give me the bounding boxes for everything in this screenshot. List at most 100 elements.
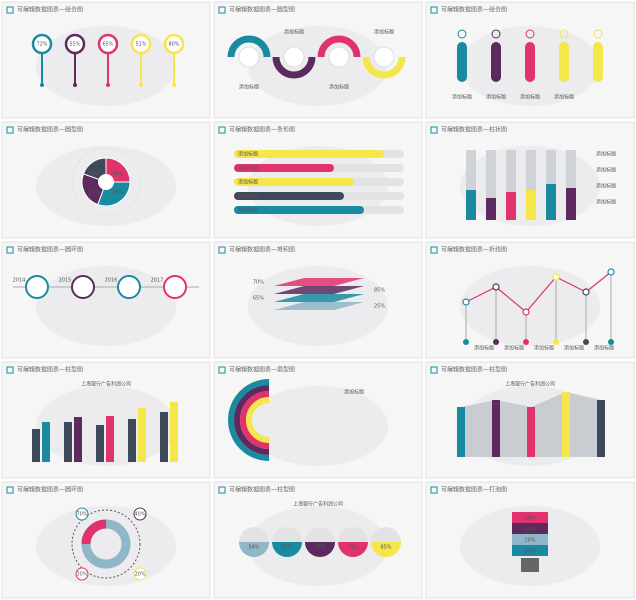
map-shape [36,266,176,346]
cap-icon [491,29,501,39]
layer [274,278,364,286]
half-ring [246,397,270,443]
slide-title: 可编辑数据图表—打泡图 [441,486,507,494]
bar-bg [526,150,536,220]
layer [274,294,364,302]
label: 添加标题 [596,183,616,190]
bulb-band [512,545,548,556]
label: 30% [76,572,87,578]
donut-seg [81,519,107,545]
base-dot [583,339,589,345]
bar [106,416,114,462]
layer [274,286,364,294]
bar [566,188,576,220]
label: 25% [374,304,385,310]
badge [75,507,89,521]
slide: 可编辑数据图表—圆环图 70% 40% 30% 20% [1,481,211,599]
label: 添加标题 [594,345,614,352]
title-icon [218,126,226,134]
bubble-fill [239,542,269,557]
slide-title: 可编辑数据图表—折线图 [441,246,507,254]
pie-hole [98,174,114,190]
label: 72% [36,42,47,48]
label: 30% [524,516,535,522]
label: 添加标题 [238,193,258,200]
badge [133,507,147,521]
slide-title: 可编辑数据图表—组合图 [17,6,83,14]
cap-icon [593,29,603,39]
slide-title: 可编辑数据图表—堆积图 [229,246,295,254]
label: 添加标题 [238,179,258,186]
label: 85% [380,545,391,551]
label: 添加标题 [329,84,349,91]
arc [362,56,406,79]
bubble-fill [338,542,368,557]
label: 添加标题 [374,29,394,36]
label: 添加标题 [452,94,472,101]
point [522,308,530,316]
bar [160,412,168,462]
label: 2015 [59,278,72,284]
label: 20% [524,527,535,533]
label: 添加标题 [344,389,364,396]
badge [133,567,147,581]
bar [234,206,364,214]
base-dot [463,339,469,345]
label: 20% [524,538,535,544]
label: 25% [88,190,99,196]
label: 2016 [105,278,118,284]
bar [486,198,496,220]
title-icon [430,6,438,14]
capsule [559,42,569,82]
title-icon [430,366,438,374]
label: 添加标题 [596,151,616,158]
capsule [593,42,603,82]
bulb-band [512,523,548,534]
pin-dot [73,83,77,87]
title-icon [218,486,226,494]
bar [234,192,344,200]
label: 70% [76,512,87,518]
bar [170,402,178,462]
label: 20% [134,572,145,578]
capsule [491,42,501,82]
label: 70% [253,280,264,286]
slide-title: 可编辑数据图表—柱状图 [441,126,507,134]
title-icon [6,366,14,374]
label: 65% [253,296,264,302]
label: 40% [112,172,123,178]
title-icon [6,126,14,134]
title-icon [430,486,438,494]
title-icon [6,246,14,254]
slide: 可编辑数据图表—圆环图 2014 2015 2016 2017 [1,241,211,359]
bar [527,407,535,457]
label: 添加标题 [520,94,540,101]
badge [75,567,89,581]
bar [457,407,465,457]
label: 30% [524,549,535,555]
half-ring [228,379,270,461]
slide-title: 可编辑数据图表—圆环图 [17,486,83,494]
base-dot [493,339,499,345]
slide: 可编辑数据图表—打泡图 30% 20% 20% 30% [425,481,635,599]
label: 85% [374,288,385,294]
slide: 可编辑数据图表—堆积图 70% 85% 65% 25% [213,241,423,359]
title-icon [218,246,226,254]
slide-subtitle: 上海银行广告利润公司 [293,501,343,508]
bar [234,164,334,172]
label: 添加标题 [554,94,574,101]
year-circle [71,275,95,299]
cap-icon [457,29,467,39]
label: 65% [102,42,113,48]
pin-dot [40,83,44,87]
cap-icon [525,29,535,39]
bulb-band [512,512,548,523]
slide-title: 可编辑数据图表—圆型图 [17,126,83,134]
capsule [457,42,467,82]
slide-title: 可编辑数据图表—圆环图 [17,246,83,254]
